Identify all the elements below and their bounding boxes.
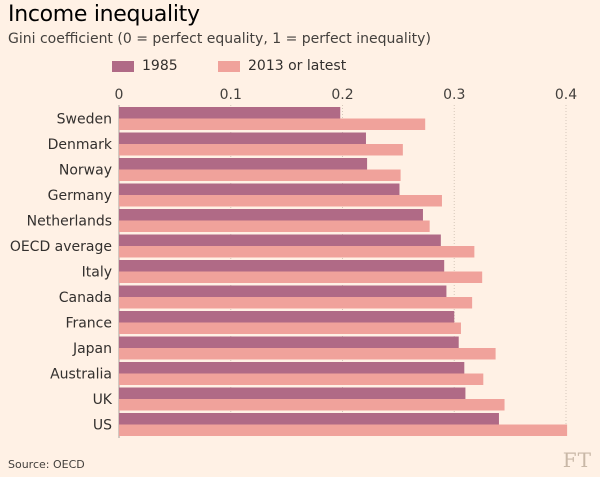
category-label: UK — [93, 392, 113, 408]
category-label: Netherlands — [27, 214, 112, 230]
bar-latest — [119, 373, 484, 385]
bar-1985 — [119, 234, 441, 246]
bar-latest — [119, 399, 505, 411]
x-tick-label: 0 — [115, 87, 124, 103]
category-label: Sweden — [57, 112, 112, 128]
legend-label-1985: 1985 — [142, 58, 178, 74]
legend-item-latest: 2013 or latest — [218, 58, 346, 74]
legend-swatch-latest — [218, 60, 240, 72]
bar-1985 — [119, 209, 423, 221]
bar-latest — [119, 144, 403, 156]
bar-1985 — [119, 107, 341, 119]
category-label: Canada — [59, 290, 112, 306]
legend-swatch-1985 — [112, 60, 134, 72]
category-label: Japan — [72, 341, 112, 357]
chart-title: Income inequality — [8, 2, 200, 27]
legend: 1985 2013 or latest — [0, 58, 600, 76]
category-label: Australia — [50, 367, 112, 383]
category-label: Germany — [48, 188, 112, 204]
bar-latest — [119, 220, 430, 232]
bar-1985 — [119, 311, 455, 323]
bar-1985 — [119, 158, 368, 170]
bar-1985 — [119, 183, 400, 195]
category-label: US — [93, 418, 112, 434]
bar-1985 — [119, 413, 499, 425]
legend-label-latest: 2013 or latest — [248, 58, 347, 74]
bar-latest — [119, 195, 442, 207]
bar-latest — [119, 297, 473, 309]
bar-1985 — [119, 260, 445, 272]
category-label: France — [65, 316, 112, 332]
x-tick-label: 0.1 — [220, 87, 242, 103]
bar-1985 — [119, 132, 366, 144]
bar-latest — [119, 271, 483, 283]
bar-1985 — [119, 387, 466, 399]
source-note: Source: OECD — [8, 458, 85, 471]
category-label: Norway — [59, 163, 112, 179]
ft-logo: FT — [562, 448, 592, 472]
bar-1985 — [119, 285, 447, 297]
bar-latest — [119, 348, 496, 360]
chart-subtitle: Gini coefficient (0 = perfect equality, … — [8, 31, 431, 47]
x-tick-label: 0.2 — [331, 87, 353, 103]
legend-item-1985: 1985 — [112, 58, 178, 74]
bar-latest — [119, 169, 401, 181]
bar-1985 — [119, 362, 465, 374]
category-label: Italy — [82, 265, 112, 281]
x-tick-label: 0.3 — [443, 87, 465, 103]
bar-latest — [119, 246, 475, 258]
category-label: Denmark — [48, 137, 113, 153]
bar-1985 — [119, 336, 459, 348]
bar-latest — [119, 322, 461, 334]
bar-latest — [119, 424, 568, 436]
bar-latest — [119, 118, 426, 130]
category-label: OECD average — [10, 239, 112, 255]
x-tick-label: 0.4 — [555, 87, 577, 103]
